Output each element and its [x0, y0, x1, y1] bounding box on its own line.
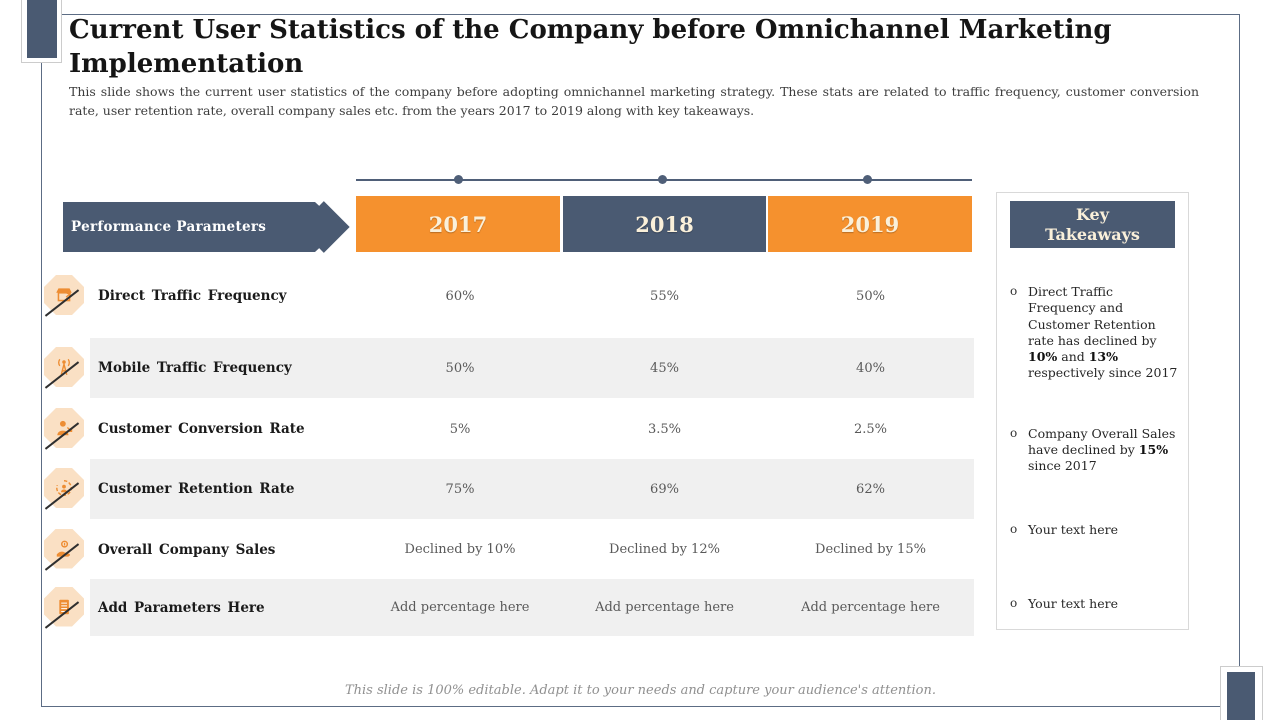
takeaway-placeholder[interactable]: Your text here: [1028, 595, 1118, 611]
top-left-corner-bar: [27, 0, 57, 58]
value-2018: 3.5%: [647, 421, 682, 437]
value-2018: 45%: [650, 360, 679, 376]
row-label: Overall Company Sales: [98, 541, 276, 558]
year-header-2019: 2019: [768, 196, 972, 252]
row-label: Customer Retention Rate: [98, 481, 295, 497]
slide-border-frame: [41, 14, 1240, 707]
year-header-2017: 2017: [356, 196, 560, 252]
retention-icon: [44, 468, 84, 508]
value-2019: 62%: [856, 481, 885, 497]
bottom-right-corner-bar: [1227, 672, 1255, 720]
takeaway-text: Direct Traffic Frequency and Customer Re…: [1028, 284, 1178, 381]
row-label: Mobile Traffic Frequency: [98, 360, 292, 376]
value-2018: 55%: [650, 288, 679, 304]
takeaway-item: o Company Overall Sales have declined by…: [1010, 426, 1178, 475]
sales-hand-icon: [44, 528, 84, 569]
value-2017: 60%: [445, 288, 475, 304]
value-placeholder-2017[interactable]: Add percentage here: [390, 600, 530, 615]
table-row: Add Parameters Here Add percentage here …: [42, 579, 974, 636]
takeaway-text: Company Overall Sales have declined by 1…: [1028, 425, 1176, 474]
value-2018: 69%: [650, 481, 679, 497]
statistics-table: Direct Traffic Frequency 60% 55% 50% Mob…: [42, 266, 974, 636]
takeaway-item: o Your text here: [1010, 596, 1178, 612]
table-row: Customer Conversion Rate 5% 3.5% 2.5%: [42, 399, 974, 459]
bullet-marker: o: [1010, 595, 1018, 610]
value-2019: Declined by 15%: [815, 542, 926, 557]
row-label: Direct Traffic Frequency: [98, 288, 287, 304]
customer-icon: [44, 408, 84, 448]
row-label-placeholder[interactable]: Add Parameters Here: [98, 599, 265, 616]
value-placeholder-2018[interactable]: Add percentage here: [595, 600, 734, 615]
takeaway-item: o Your text here: [1010, 522, 1178, 538]
key-takeaways-header: Key Takeaways: [1010, 201, 1175, 248]
slide-title: Current User Statistics of the Company b…: [69, 15, 1112, 79]
editable-note: This slide is 100% editable. Adapt it to…: [344, 683, 937, 698]
bullet-marker: o: [1010, 284, 1018, 298]
takeaway-item: o Direct Traffic Frequency and Customer …: [1010, 284, 1178, 382]
takeaway-placeholder[interactable]: Your text here: [1028, 522, 1118, 538]
antenna-icon: [44, 347, 84, 387]
storefront-icon: [44, 275, 84, 315]
value-2017: 5%: [449, 421, 471, 437]
value-2019: 40%: [856, 360, 885, 376]
table-row: Customer Retention Rate 75% 69% 62%: [42, 459, 974, 519]
value-2019: 50%: [856, 288, 885, 304]
slide-subtitle: This slide shows the current user statis…: [69, 84, 1199, 118]
performance-parameters-label: Performance Parameters: [71, 219, 267, 235]
table-row: Direct Traffic Frequency 60% 55% 50%: [42, 266, 974, 326]
bullet-marker: o: [1010, 522, 1018, 537]
key-takeaways-list: o Direct Traffic Frequency and Customer …: [997, 248, 1188, 612]
document-icon: [44, 586, 84, 627]
table-row: Mobile Traffic Frequency 50% 45% 40%: [42, 338, 974, 398]
timeline-dot-2017: [454, 175, 463, 184]
timeline-dot-2018: [658, 175, 667, 184]
value-2019: 2.5%: [853, 421, 888, 437]
row-label: Customer Conversion Rate: [98, 421, 305, 437]
table-row: Overall Company Sales Declined by 10% De…: [42, 520, 974, 579]
year-header-2018: 2018: [563, 196, 766, 252]
performance-parameters-arrow-shape: [63, 201, 350, 253]
value-2018: Declined by 12%: [609, 542, 720, 557]
bullet-marker: o: [1010, 425, 1018, 440]
timeline-dot-2019: [863, 175, 872, 184]
value-2017: 50%: [445, 360, 475, 376]
key-takeaways-panel: Key Takeaways o Direct Traffic Frequency…: [996, 192, 1189, 630]
key-takeaways-title: Key Takeaways: [1045, 204, 1140, 244]
value-2017: Declined by 10%: [404, 542, 516, 557]
value-placeholder-2019[interactable]: Add percentage here: [801, 600, 940, 615]
value-2017: 75%: [445, 481, 475, 497]
